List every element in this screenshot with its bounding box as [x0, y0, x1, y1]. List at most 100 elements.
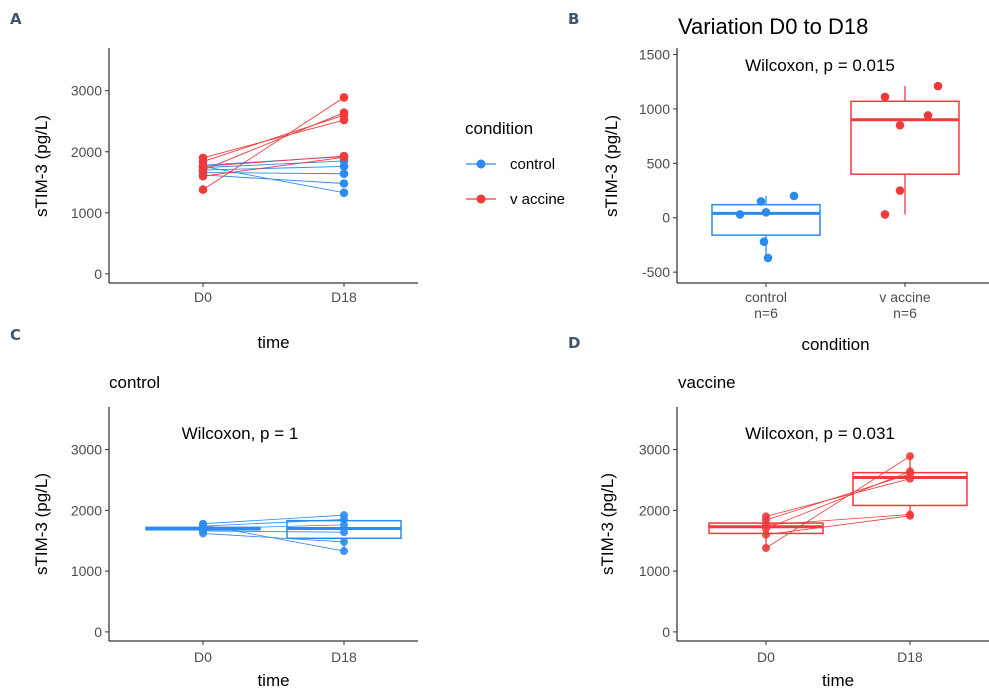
- panel-letter-b: B: [568, 10, 579, 28]
- panel-a-data-point: [339, 108, 349, 118]
- panel-a-chart: 0 1000 2000 3000 D0 D18 time sTIM-3 (pg/L): [32, 48, 418, 352]
- panel-d-x-tick-label: D0: [757, 649, 775, 665]
- panel-b-data-point: [895, 120, 905, 130]
- panel-c-data-point: [340, 547, 348, 556]
- panel-letter-c: C: [10, 326, 21, 344]
- panel-d-y-axis-title: sTIM-3 (pg/L): [598, 473, 617, 575]
- legend-point-vaccine: [476, 194, 486, 204]
- panel-d-x-axis-title: time: [822, 671, 854, 690]
- panel-b-data-point: [895, 186, 905, 195]
- panel-letter-d: D: [568, 334, 580, 352]
- panel-d-stat-annotation: Wilcoxon, p = 0.031: [745, 424, 895, 443]
- panel-b-data-point: [923, 111, 933, 120]
- panel-c-pair-line: [202, 514, 345, 525]
- legend-point-control: [476, 159, 486, 169]
- panel-c-stat-annotation: Wilcoxon, p = 1: [182, 424, 299, 443]
- panel-a-data-point: [339, 162, 349, 171]
- legend: condition control v accine: [465, 119, 565, 208]
- panel-d-y-tick-label: 2000: [639, 502, 670, 518]
- panel-c-x-axis-title: time: [257, 671, 289, 690]
- panel-a-y-axis-title: sTIM-3 (pg/L): [32, 115, 51, 217]
- legend-title: condition: [465, 119, 533, 138]
- panel-d-pair-line: [765, 515, 911, 536]
- panel-a-data-point: [339, 152, 349, 162]
- panel-d-data-point: [906, 452, 914, 461]
- panel-c-pair-line: [202, 524, 345, 552]
- panel-d-chart: 0 1000 2000 3000 D0 D18 time sTIM-3 (pg/L) Wilco…: [598, 407, 989, 690]
- panel-a-x-tick-label: D0: [194, 289, 212, 305]
- panel-a-data-point: [339, 93, 349, 102]
- panel-b-y-tick-label: 1500: [639, 47, 670, 63]
- panel-b-data-point: [763, 253, 773, 263]
- panel-b-x-tick-label: control: [745, 289, 787, 305]
- panel-c-data-point: [340, 515, 348, 524]
- panel-c-x-tick-label: D0: [194, 649, 212, 665]
- panel-a-series-line: [202, 165, 345, 194]
- panel-c-title: control: [109, 373, 160, 392]
- legend-label-control: control: [510, 156, 555, 173]
- panel-d-y-tick-label: 3000: [639, 442, 670, 458]
- legend-label-vaccine: v accine: [510, 191, 565, 208]
- panel-b-y-tick-label: 500: [647, 155, 671, 171]
- panel-d-data-point: [762, 530, 770, 539]
- panel-d-pair-line: [765, 473, 911, 521]
- panel-c-pair-line: [202, 519, 345, 527]
- panel-b-data-point: [759, 237, 769, 246]
- panel-a-x-tick-label: D18: [331, 289, 357, 305]
- panel-b-data-point: [756, 197, 766, 206]
- panel-b-y-tick-label: -500: [642, 264, 670, 280]
- panel-c-data-point: [199, 529, 207, 538]
- panel-a-data-point: [339, 188, 349, 197]
- panel-b-y-axis-title: sTIM-3 (pg/L): [602, 115, 621, 217]
- panel-c-y-tick-label: 0: [94, 624, 102, 640]
- panel-b-x-count-label: n=6: [893, 305, 917, 321]
- panel-c-data-point: [340, 528, 348, 537]
- panel-c-data-point: [340, 520, 348, 529]
- panel-d-data-point: [762, 544, 770, 553]
- panel-d-pair-line: [765, 514, 911, 526]
- panel-a-y-tick-label: 2000: [71, 144, 102, 160]
- panel-d-pair-line: [765, 455, 911, 549]
- panel-a-y-tick-label: 1000: [71, 205, 102, 221]
- panel-b-x-tick-label: v accine: [879, 289, 931, 305]
- panel-c-x-tick-label: D18: [331, 649, 357, 665]
- panel-c-y-tick-label: 1000: [71, 563, 102, 579]
- panel-b-data-point: [735, 210, 745, 219]
- panel-a-data-point: [339, 169, 349, 179]
- panel-a-data-point: [198, 185, 208, 194]
- panel-d-data-point: [906, 467, 914, 476]
- panel-c-data-point: [199, 520, 207, 529]
- panel-a-series-line: [202, 112, 345, 171]
- panel-c-chart: 0 1000 2000 3000 D0 D18 time sTIM-3 (pg/L) Wilco…: [32, 407, 418, 690]
- panel-b-y-tick-label: 0: [662, 210, 670, 226]
- panel-a-series-line: [202, 160, 345, 169]
- panel-b-data-point: [880, 92, 890, 102]
- panel-b-x-count-label: n=6: [754, 305, 778, 321]
- panel-b-y-tick-label: 1000: [639, 101, 670, 117]
- panel-a-data-point: [339, 179, 349, 188]
- panel-a-x-axis-title: time: [257, 333, 289, 352]
- panel-a-series-line: [202, 156, 345, 177]
- panel-d-y-tick-label: 1000: [639, 563, 670, 579]
- panel-d-data-point: [762, 520, 770, 529]
- panel-b-data-point: [933, 81, 943, 91]
- panel-b-data-point: [761, 207, 771, 217]
- panel-a-data-point: [198, 171, 208, 181]
- panel-d-y-tick-label: 0: [662, 624, 670, 640]
- panel-b-data-point: [789, 191, 799, 201]
- panel-c-y-tick-label: 2000: [71, 502, 102, 518]
- panel-a-data-point: [198, 162, 208, 171]
- panel-c-y-tick-label: 3000: [71, 442, 102, 458]
- panel-d-pair-line: [765, 471, 911, 529]
- panel-a-series-line: [202, 114, 345, 162]
- panel-a-series-line: [202, 165, 345, 171]
- panel-a-series-line: [202, 155, 345, 167]
- panel-b-stat-annotation: Wilcoxon, p = 0.015: [745, 56, 895, 75]
- panel-a-y-tick-label: 0: [94, 266, 102, 282]
- panel-b-x-axis-title: condition: [801, 335, 869, 354]
- panel-c-pair-line: [202, 530, 345, 533]
- panel-a-y-tick-label: 3000: [71, 83, 102, 99]
- panel-letter-a: A: [10, 10, 22, 28]
